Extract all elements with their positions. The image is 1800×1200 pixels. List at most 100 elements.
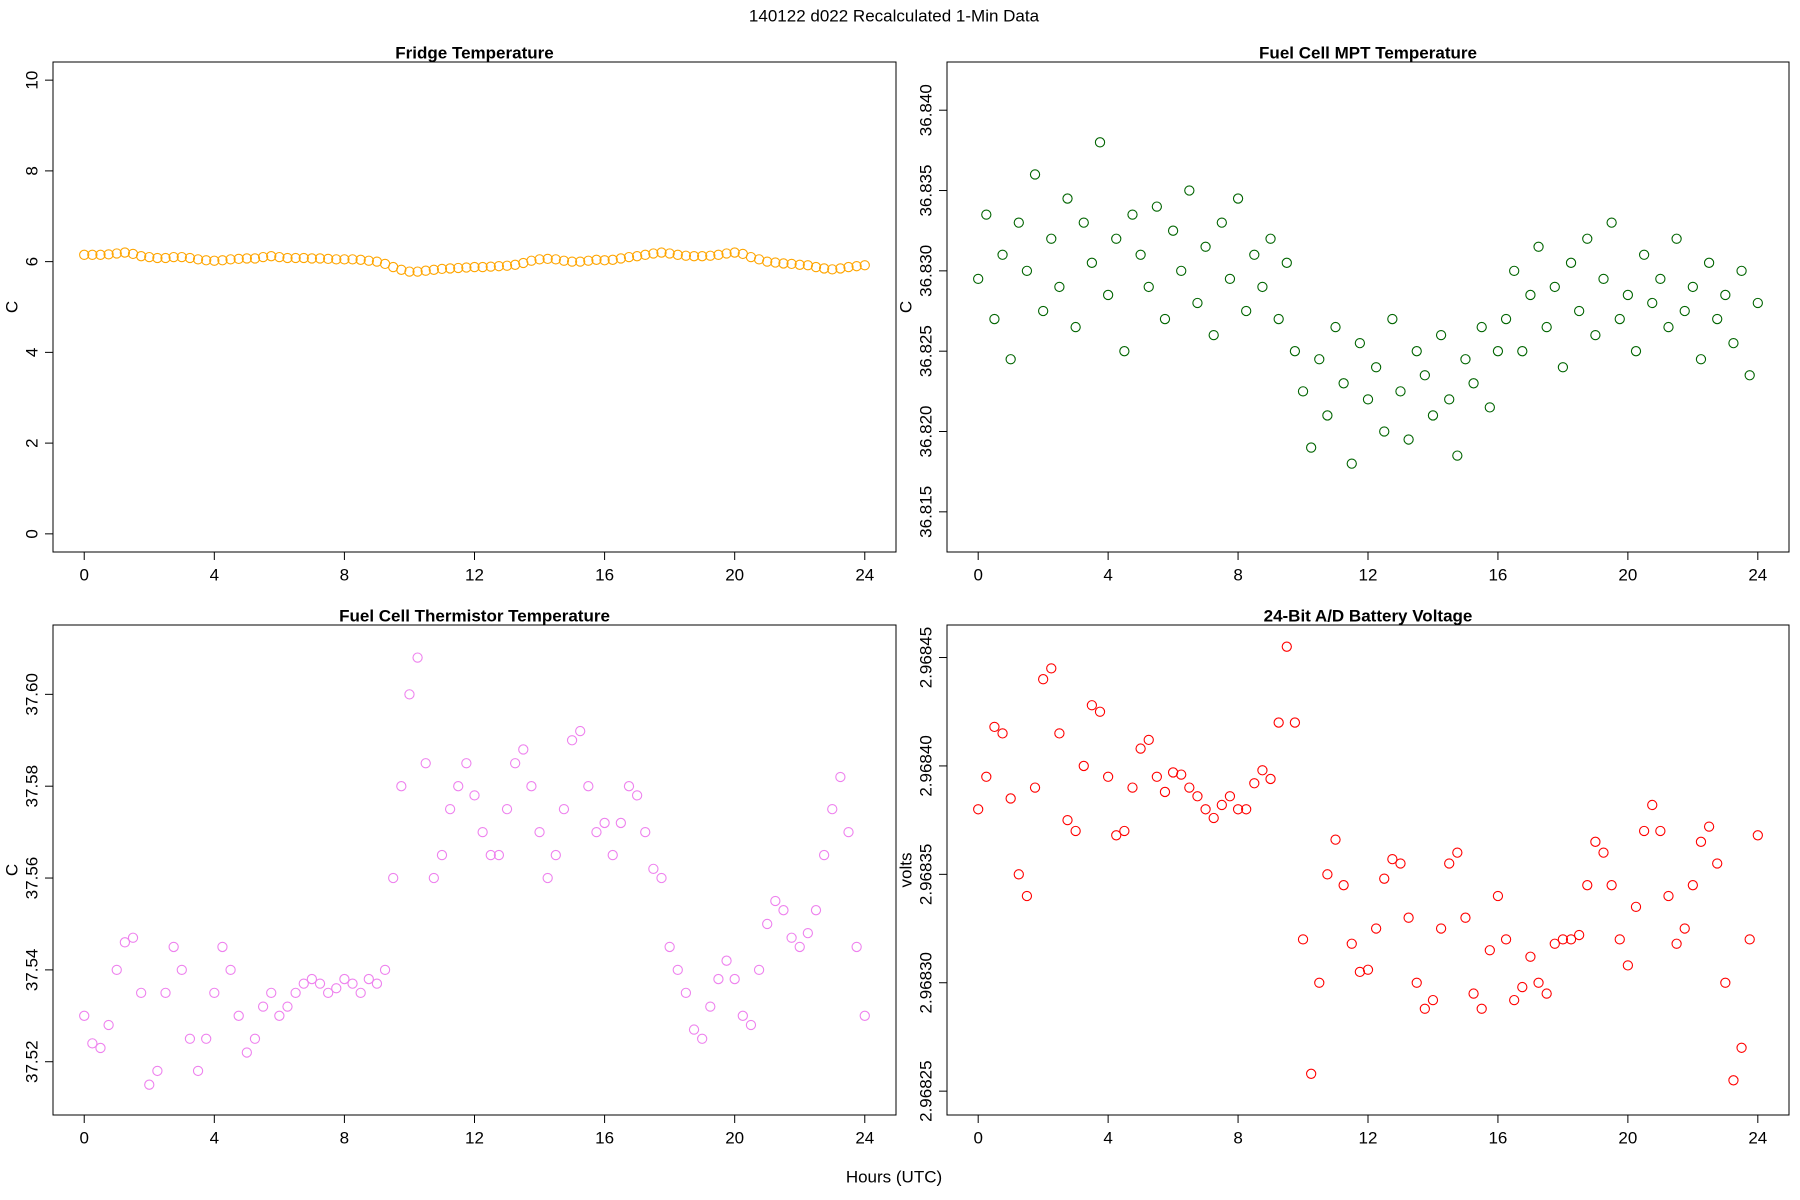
data-point: [810, 905, 822, 916]
data-point: [1720, 977, 1731, 988]
data-point: [599, 255, 610, 266]
data-point: [371, 978, 383, 989]
data-point: [314, 253, 326, 264]
data-point: [1167, 767, 1179, 778]
y-tick-label: 8: [22, 166, 41, 175]
data-point: [152, 1065, 163, 1077]
data-point: [818, 263, 830, 274]
data-point: [770, 895, 781, 907]
data-point: [469, 790, 480, 801]
y-tick-label: 37.54: [22, 949, 41, 992]
data-point: [1192, 297, 1203, 309]
data-point: [176, 964, 187, 976]
data-point: [1517, 346, 1528, 357]
data-point: [843, 826, 854, 838]
data-point: [623, 251, 635, 263]
data-point: [827, 264, 838, 275]
data-point: [1200, 804, 1211, 815]
data-point: [1046, 233, 1057, 244]
data-point: [233, 253, 244, 265]
data-point: [1484, 402, 1495, 413]
data-point: [127, 248, 139, 260]
data-point: [631, 790, 643, 801]
data-point: [510, 758, 521, 769]
data-point: [1411, 977, 1422, 988]
data-point: [615, 817, 627, 829]
data-point: [363, 973, 374, 985]
y-tick-label: 36.835: [916, 165, 935, 217]
data-point: [583, 781, 594, 792]
data-point: [1338, 378, 1349, 389]
panel-title: Fridge Temperature: [395, 43, 553, 62]
data-point: [818, 849, 830, 861]
data-point: [1216, 217, 1227, 228]
data-point: [1476, 1003, 1487, 1014]
x-tick-label: 12: [1359, 565, 1378, 584]
data-point: [501, 260, 513, 271]
data-point: [1127, 209, 1138, 220]
data-point: [1062, 193, 1073, 204]
data-point: [404, 689, 415, 700]
y-tick-label: 6: [22, 257, 41, 266]
data-point: [1630, 901, 1642, 913]
panel-title: Fuel Cell MPT Temperature: [1259, 43, 1477, 62]
data-point: [1029, 782, 1041, 793]
panel-title: 24-Bit A/D Battery Voltage: [1264, 606, 1473, 625]
data-point: [550, 254, 561, 265]
data-point: [835, 771, 846, 783]
plot-frame: [946, 624, 1790, 1116]
data-point: [997, 249, 1008, 260]
data-point: [144, 251, 155, 263]
y-axis-label: volts: [896, 853, 915, 888]
data-point: [1062, 814, 1073, 826]
data-point: [802, 260, 814, 271]
data-point: [331, 983, 342, 994]
x-tick-label: 20: [1618, 565, 1637, 584]
data-point: [615, 253, 627, 264]
data-point: [981, 771, 992, 782]
data-point: [1232, 804, 1244, 815]
data-point: [1435, 923, 1447, 934]
data-point: [1038, 305, 1049, 317]
data-point: [87, 249, 98, 260]
data-point: [648, 863, 659, 875]
data-point: [1370, 362, 1382, 373]
data-point: [1184, 185, 1195, 196]
data-point: [1419, 1003, 1430, 1014]
data-point: [1005, 793, 1016, 804]
data-point: [753, 254, 765, 265]
y-axis-label: C: [896, 301, 915, 313]
data-point: [737, 1010, 748, 1021]
data-point: [363, 255, 374, 266]
x-tick-label: 4: [1103, 1128, 1112, 1147]
x-tick-label: 24: [1748, 1128, 1767, 1147]
data-point: [1736, 1042, 1747, 1053]
data-point: [274, 1010, 285, 1021]
data-point: [1322, 410, 1333, 421]
data-point: [770, 257, 781, 268]
data-point: [1452, 450, 1463, 461]
data-point: [1655, 273, 1666, 285]
data-point: [388, 872, 399, 884]
data-point: [1119, 346, 1130, 357]
data-point: [778, 258, 789, 269]
data-point: [534, 254, 545, 265]
y-tick-label: 36.840: [916, 84, 935, 136]
data-point: [656, 872, 667, 884]
data-point: [778, 905, 789, 916]
data-point: [1549, 281, 1560, 293]
x-tick-label: 16: [1488, 1128, 1507, 1147]
data-point: [201, 255, 212, 266]
y-axis-label: C: [2, 864, 21, 876]
data-point: [762, 918, 773, 930]
data-point: [420, 265, 431, 276]
data-point: [201, 1033, 212, 1044]
y-tick-label: 2.96835: [916, 844, 935, 905]
data-point: [444, 263, 456, 274]
data-point: [607, 254, 618, 265]
data-point: [135, 251, 147, 262]
data-point: [1273, 313, 1284, 325]
data-point: [322, 253, 334, 265]
data-point: [1135, 743, 1146, 754]
data-point: [1281, 257, 1292, 268]
